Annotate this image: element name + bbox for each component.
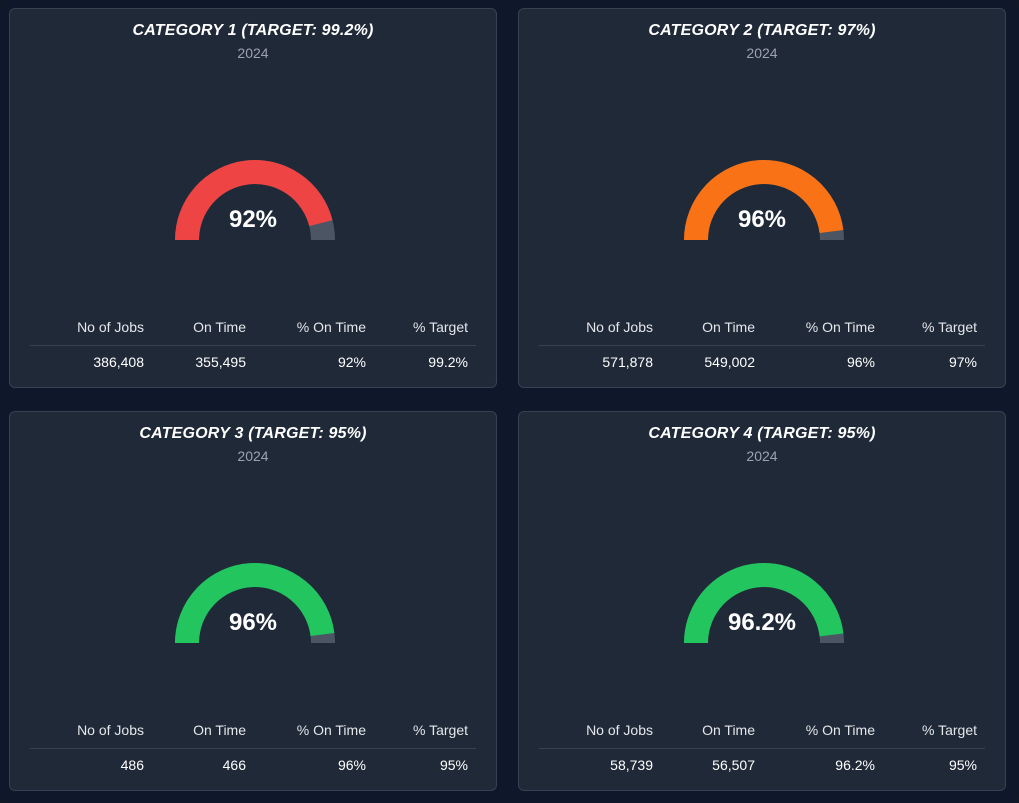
header-pct-on-time: % On Time (296, 319, 366, 335)
value-pct-target: 97% (948, 354, 977, 370)
value-on-time: 56,507 (712, 757, 755, 773)
gauge-value: 96.2% (727, 609, 797, 636)
value-on-time: 549,002 (704, 354, 755, 370)
gauge-chart (684, 160, 844, 241)
header-pct-on-time: % On Time (296, 722, 366, 738)
gauge-fill (684, 160, 844, 241)
header-no-of-jobs: No of Jobs (77, 722, 144, 738)
category-card: CATEGORY 4 (TARGET: 95%) 2024 96.2% No o… (518, 411, 1006, 791)
category-card: CATEGORY 3 (TARGET: 95%) 2024 96% No of … (9, 411, 497, 791)
stats-table: No of Jobs On Time % On Time % Target 57… (539, 315, 985, 374)
value-pct-target: 95% (948, 757, 977, 773)
category-card: CATEGORY 1 (TARGET: 99.2%) 2024 92% No o… (9, 8, 497, 388)
card-year: 2024 (746, 448, 778, 464)
stats-value-row: 58,739 56,507 96.2% 95% (539, 753, 985, 777)
header-on-time: On Time (193, 319, 246, 335)
value-no-of-jobs: 58,739 (610, 757, 653, 773)
card-year: 2024 (237, 45, 269, 61)
gauge-fill (175, 563, 335, 644)
header-no-of-jobs: No of Jobs (77, 319, 144, 335)
stats-table: No of Jobs On Time % On Time % Target 38… (30, 315, 476, 374)
stats-header-row: No of Jobs On Time % On Time % Target (30, 718, 476, 749)
card-title: CATEGORY 2 (TARGET: 97%) (648, 22, 876, 39)
stats-value-row: 386,408 355,495 92% 99.2% (30, 350, 476, 374)
value-pct-target: 95% (439, 757, 468, 773)
header-on-time: On Time (702, 722, 755, 738)
category-card: CATEGORY 2 (TARGET: 97%) 2024 96% No of … (518, 8, 1006, 388)
header-no-of-jobs: No of Jobs (586, 722, 653, 738)
value-pct-on-time: 92% (337, 354, 366, 370)
stats-table: No of Jobs On Time % On Time % Target 48… (30, 718, 476, 777)
card-year: 2024 (237, 448, 269, 464)
header-on-time: On Time (193, 722, 246, 738)
gauge-chart (175, 563, 335, 644)
value-no-of-jobs: 571,878 (602, 354, 653, 370)
stats-value-row: 571,878 549,002 96% 97% (539, 350, 985, 374)
value-on-time: 355,495 (195, 354, 246, 370)
stats-table: No of Jobs On Time % On Time % Target 58… (539, 718, 985, 777)
header-pct-target: % Target (413, 722, 468, 738)
header-pct-target: % Target (922, 319, 977, 335)
stats-value-row: 486 466 96% 95% (30, 753, 476, 777)
stats-header-row: No of Jobs On Time % On Time % Target (539, 718, 985, 749)
header-on-time: On Time (702, 319, 755, 335)
stats-header-row: No of Jobs On Time % On Time % Target (30, 315, 476, 346)
value-on-time: 466 (222, 757, 246, 773)
card-title: CATEGORY 1 (TARGET: 99.2%) (132, 22, 374, 39)
value-no-of-jobs: 386,408 (93, 354, 144, 370)
gauge-value: 96% (737, 206, 787, 233)
gauge-value: 96% (228, 609, 278, 636)
card-title: CATEGORY 3 (TARGET: 95%) (139, 425, 367, 442)
header-pct-on-time: % On Time (805, 319, 875, 335)
value-pct-on-time: 96% (337, 757, 366, 773)
stats-header-row: No of Jobs On Time % On Time % Target (539, 315, 985, 346)
header-no-of-jobs: No of Jobs (586, 319, 653, 335)
value-no-of-jobs: 486 (120, 757, 144, 773)
header-pct-on-time: % On Time (805, 722, 875, 738)
gauge-chart (175, 160, 335, 241)
value-pct-target: 99.2% (428, 354, 468, 370)
gauge-value: 92% (228, 206, 278, 233)
card-year: 2024 (746, 45, 778, 61)
header-pct-target: % Target (922, 722, 977, 738)
gauge-fill (175, 160, 333, 241)
gauge-chart (684, 563, 844, 644)
value-pct-on-time: 96.2% (835, 757, 875, 773)
header-pct-target: % Target (413, 319, 468, 335)
card-title: CATEGORY 4 (TARGET: 95%) (648, 425, 876, 442)
value-pct-on-time: 96% (846, 354, 875, 370)
gauge-fill (684, 563, 844, 644)
